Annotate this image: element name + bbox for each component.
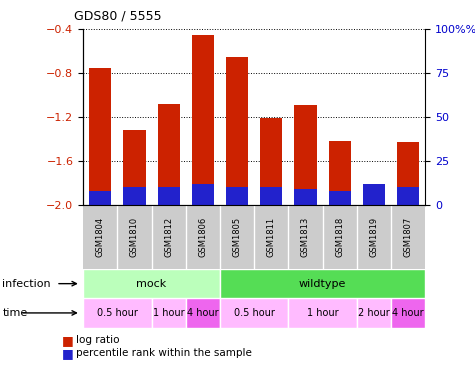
Text: ■: ■ xyxy=(62,347,74,360)
Text: log ratio: log ratio xyxy=(76,335,120,346)
Text: 2 hour: 2 hour xyxy=(358,308,389,318)
Text: GSM1806: GSM1806 xyxy=(199,217,207,257)
Bar xyxy=(294,189,316,205)
Text: GSM1807: GSM1807 xyxy=(404,217,412,257)
Bar xyxy=(124,130,145,205)
Bar xyxy=(186,298,220,328)
Bar xyxy=(192,184,214,205)
Text: GSM1819: GSM1819 xyxy=(370,217,378,257)
Text: GSM1811: GSM1811 xyxy=(267,217,276,257)
Bar xyxy=(220,298,288,328)
Text: wildtype: wildtype xyxy=(299,279,346,289)
Text: ■: ■ xyxy=(62,334,74,347)
Bar xyxy=(158,104,180,205)
Bar xyxy=(124,187,145,205)
Bar xyxy=(329,191,351,205)
Text: GSM1813: GSM1813 xyxy=(301,217,310,257)
Text: 1 hour: 1 hour xyxy=(307,308,338,318)
Bar xyxy=(158,187,180,205)
Bar xyxy=(192,35,214,205)
Bar xyxy=(397,142,419,205)
Bar xyxy=(363,185,385,205)
Bar xyxy=(83,298,152,328)
Bar xyxy=(220,269,425,298)
Text: 4 hour: 4 hour xyxy=(392,308,424,318)
Text: GSM1810: GSM1810 xyxy=(130,217,139,257)
Bar xyxy=(83,269,220,298)
Bar xyxy=(89,191,111,205)
Text: GDS80 / 5555: GDS80 / 5555 xyxy=(74,10,161,23)
Text: 4 hour: 4 hour xyxy=(187,308,218,318)
Bar xyxy=(152,298,186,328)
Text: 0.5 hour: 0.5 hour xyxy=(97,308,138,318)
Text: GSM1804: GSM1804 xyxy=(96,217,104,257)
Bar xyxy=(329,141,351,205)
Bar xyxy=(226,57,248,205)
Text: GSM1818: GSM1818 xyxy=(335,217,344,257)
Bar xyxy=(397,187,419,205)
Bar xyxy=(294,105,316,205)
Bar xyxy=(363,184,385,205)
Text: infection: infection xyxy=(2,279,51,289)
Bar xyxy=(260,187,282,205)
Bar xyxy=(357,298,391,328)
Text: GSM1812: GSM1812 xyxy=(164,217,173,257)
Text: 1 hour: 1 hour xyxy=(153,308,184,318)
Bar xyxy=(89,68,111,205)
Bar xyxy=(226,187,248,205)
Bar xyxy=(288,298,357,328)
Bar xyxy=(391,298,425,328)
Text: mock: mock xyxy=(136,279,167,289)
Bar xyxy=(260,118,282,205)
Text: percentile rank within the sample: percentile rank within the sample xyxy=(76,348,252,358)
Text: 0.5 hour: 0.5 hour xyxy=(234,308,275,318)
Text: time: time xyxy=(2,308,28,318)
Text: GSM1805: GSM1805 xyxy=(233,217,241,257)
